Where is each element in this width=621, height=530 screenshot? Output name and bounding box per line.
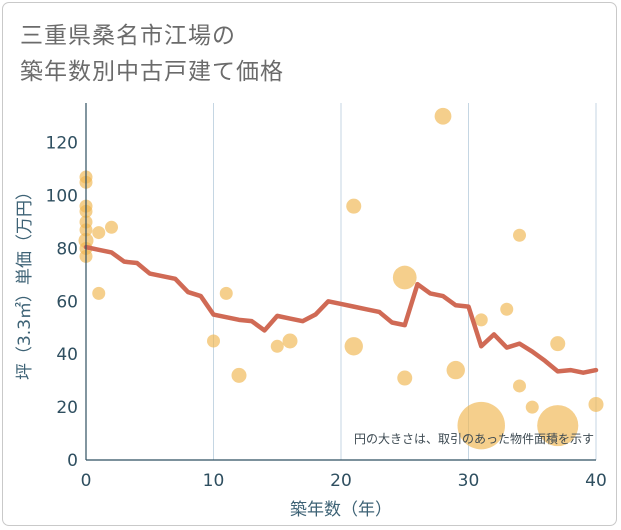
- y-tick-label-80: 80: [56, 239, 78, 259]
- y-tick-label-20: 20: [56, 398, 78, 418]
- y-tick-label-40: 40: [56, 345, 78, 365]
- x-tick-label-0: 0: [81, 471, 92, 491]
- tick-labels: 0 10 20 30 40 0 20 40 60 80 100 120: [46, 134, 607, 491]
- x-axis-label: 築年数（年）: [290, 500, 392, 520]
- data-point-27: [513, 379, 526, 393]
- chart-title-line-1: 三重県桑名市江場の: [20, 23, 236, 49]
- data-point-20: [397, 370, 413, 386]
- chart-title: 三重県桑名市江場の 築年数別中古戸建て価格: [20, 18, 284, 90]
- x-tick-label-30: 30: [458, 471, 480, 491]
- data-point-25: [500, 302, 514, 316]
- data-point-18: [344, 337, 363, 356]
- data-point-26: [513, 228, 526, 242]
- data-point-23: [474, 313, 488, 327]
- data-point-24: [457, 401, 505, 450]
- axes: [85, 103, 596, 461]
- data-point-19: [392, 265, 417, 290]
- data-point-11: [105, 220, 118, 234]
- data-point-9: [92, 226, 106, 240]
- data-point-31: [588, 396, 604, 412]
- y-axis-label: 坪（3.3㎡）単価（万円）: [15, 183, 35, 380]
- data-point-10: [92, 286, 106, 300]
- data-point-21: [434, 107, 452, 125]
- data-point-29: [550, 336, 566, 352]
- x-tick-label-40: 40: [585, 471, 607, 491]
- average-line-series: [83, 244, 599, 375]
- y-tick-label-0: 0: [67, 451, 78, 471]
- average-price-line: [83, 244, 599, 375]
- data-point-28: [525, 400, 539, 414]
- data-point-17: [346, 198, 362, 214]
- data-point-30: [537, 405, 579, 447]
- data-point-15: [270, 339, 284, 353]
- data-point-14: [231, 367, 247, 383]
- data-point-16: [282, 333, 298, 349]
- x-tick-label-10: 10: [203, 471, 225, 491]
- data-point-13: [219, 286, 233, 300]
- size-legend-note: 円の大きさは、取引のあった物件面積を示す: [354, 431, 594, 446]
- y-tick-label-100: 100: [46, 187, 78, 207]
- x-tick-label-20: 20: [330, 471, 352, 491]
- grid-lines: [213, 103, 597, 460]
- data-point-22: [446, 360, 465, 380]
- y-tick-label-60: 60: [56, 292, 78, 312]
- data-point-12: [207, 334, 220, 348]
- chart-card: 三重県桑名市江場の 築年数別中古戸建て価格: [2, 2, 617, 526]
- y-tick-label-120: 120: [46, 134, 78, 154]
- chart-title-line-2: 築年数別中古戸建て価格: [20, 59, 284, 85]
